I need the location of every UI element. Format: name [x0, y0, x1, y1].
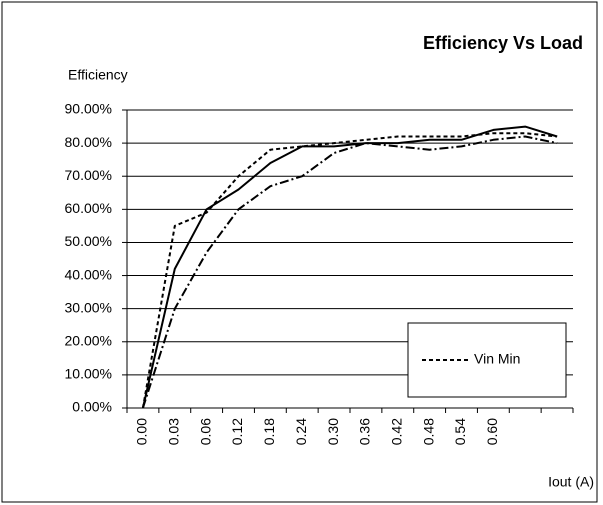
- series-line: [141, 132, 558, 409]
- y-axis-label: Efficiency: [68, 67, 128, 83]
- y-tick-label: 70.00%: [65, 167, 112, 183]
- x-tick-label: 0.18: [261, 418, 277, 445]
- legend-label: Vin Min: [474, 351, 520, 367]
- y-tick-label: 10.00%: [65, 366, 112, 382]
- y-tick-label: 80.00%: [65, 134, 112, 150]
- y-tick-label: 90.00%: [65, 101, 112, 117]
- y-tick-label: 20.00%: [65, 332, 112, 348]
- x-tick-label: 0.03: [165, 418, 181, 445]
- x-tick-label: 0.60: [484, 418, 500, 445]
- y-tick-label: 40.00%: [65, 266, 112, 282]
- y-tick-label: 0.00%: [72, 399, 112, 415]
- x-tick-label: 0.54: [452, 418, 468, 445]
- x-tick-label: 0.36: [357, 418, 373, 445]
- x-tick-label: 0.12: [229, 418, 245, 445]
- series-line: [141, 135, 558, 409]
- x-tick-label: 0.30: [325, 418, 341, 445]
- legend-box: [407, 322, 567, 398]
- y-tick-label: 50.00%: [65, 233, 112, 249]
- x-tick-label: 0.48: [420, 418, 436, 445]
- y-tick-label: 30.00%: [65, 299, 112, 315]
- x-tick-label: 0.24: [293, 418, 309, 445]
- x-tick-label: 0.00: [134, 418, 150, 445]
- chart-title: Efficiency Vs Load: [423, 33, 583, 53]
- y-tick-label: 60.00%: [65, 200, 112, 216]
- x-axis-label: Iout (A): [548, 474, 594, 490]
- x-tick-label: 0.06: [197, 418, 213, 445]
- x-tick-label: 0.42: [388, 418, 404, 445]
